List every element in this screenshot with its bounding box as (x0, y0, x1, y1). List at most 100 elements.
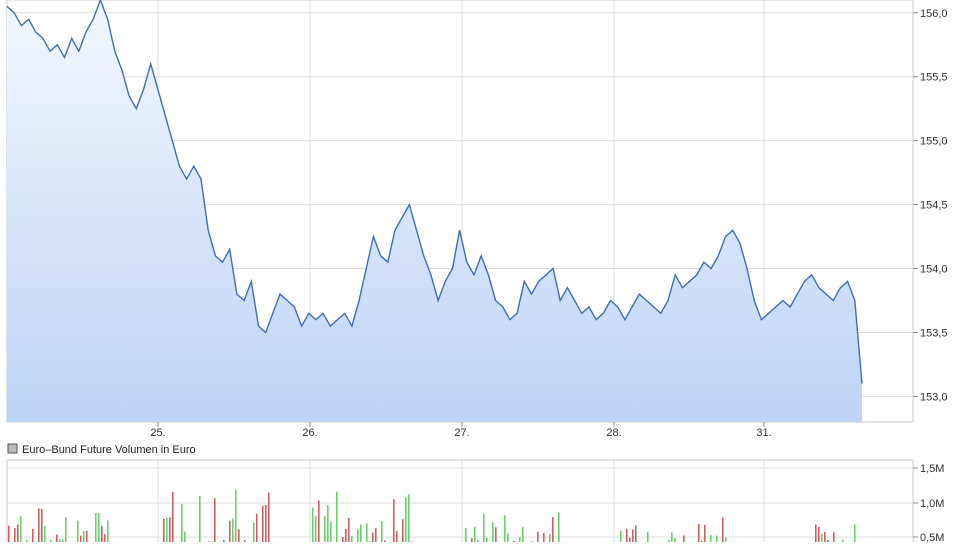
volume-y-ticks: 1,5M1,0M0,5M (913, 463, 944, 542)
price-y-tick-label: 156,0 (920, 8, 948, 20)
volume-bar (722, 518, 724, 542)
volume-bar (312, 508, 314, 542)
volume-bar (256, 514, 258, 542)
price-x-tick-label: 27. (454, 427, 469, 439)
volume-bar (95, 513, 97, 542)
volume-bar (375, 528, 377, 542)
volume-bar (214, 498, 216, 542)
volume-bar (20, 516, 22, 542)
volume-bar (56, 535, 58, 542)
volume-panel: 1,5M1,0M0,5M (7, 460, 944, 542)
volume-bar (80, 536, 82, 542)
volume-bar (107, 520, 109, 542)
volume-bar (366, 523, 368, 542)
volume-y-tick-label: 0,5M (920, 532, 944, 542)
volume-bar (620, 530, 622, 542)
volume-bar (492, 522, 494, 542)
volume-bar (98, 513, 100, 542)
volume-bar (229, 521, 231, 542)
volume-bar (77, 521, 79, 542)
volume-bar (268, 493, 270, 542)
volume-bar (172, 492, 174, 542)
volume-bar (824, 532, 826, 542)
volume-bar (465, 528, 467, 542)
volume-bar (818, 527, 820, 542)
volume-bar (265, 505, 267, 542)
volume-bar (471, 538, 473, 542)
volume-bar (698, 524, 700, 542)
volume-bar (507, 533, 509, 542)
volume-bar (86, 531, 88, 542)
volume-bar (336, 492, 338, 542)
volume-bar (486, 538, 488, 542)
volume-bar (41, 509, 43, 542)
volume-bar (381, 521, 383, 542)
volume-bar (537, 532, 539, 542)
volume-bar (17, 524, 19, 542)
volume-bar (357, 529, 359, 542)
volume-legend-swatch (8, 444, 17, 453)
volume-y-tick-label: 1,5M (920, 463, 944, 475)
volume-bar (8, 526, 10, 542)
price-y-tick-label: 153,5 (920, 327, 948, 339)
volume-bar (495, 527, 497, 542)
volume-bar (674, 538, 676, 542)
volume-bar (519, 537, 521, 542)
volume-bar (671, 532, 673, 542)
volume-bar (402, 519, 404, 542)
volume-plot-frame (7, 460, 913, 542)
volume-bar (504, 515, 506, 542)
price-x-tick-label: 31. (756, 427, 771, 439)
volume-bar (552, 517, 554, 542)
volume-bar (683, 535, 685, 542)
volume-bar (821, 534, 823, 542)
price-x-ticks: 25.26.27.28.31. (150, 422, 771, 439)
volume-bar (626, 529, 628, 542)
volume-bar (65, 517, 67, 542)
price-x-tick-label: 28. (606, 427, 621, 439)
price-y-tick-label: 153,0 (920, 391, 948, 403)
volume-bar (632, 530, 634, 542)
volume-bar (184, 532, 186, 542)
volume-bar (166, 518, 168, 542)
volume-bar (372, 532, 374, 542)
volume-bar (405, 497, 407, 542)
volume-bar (549, 534, 551, 542)
volume-bar (647, 532, 649, 542)
volume-bar (14, 528, 16, 542)
volume-bar (238, 529, 240, 542)
volume-bar (163, 519, 165, 542)
price-x-tick-label: 26. (302, 427, 317, 439)
volume-bar (474, 527, 476, 542)
volume-bar (169, 517, 171, 542)
volume-bar (543, 533, 545, 542)
volume-bar (522, 527, 524, 542)
volume-bar (44, 526, 46, 542)
volume-bar (815, 525, 817, 542)
volume-bar (32, 529, 34, 542)
volume-legend: Euro–Bund Future Volumen in Euro (8, 444, 196, 456)
volume-bar (710, 535, 712, 542)
volume-bar (716, 536, 718, 542)
volume-bar (408, 494, 410, 542)
volume-bar (704, 525, 706, 542)
volume-bar (327, 505, 329, 542)
volume-bar (38, 508, 40, 542)
volume-bar (833, 532, 835, 542)
volume-bar (351, 536, 353, 542)
volume-bar (199, 496, 201, 542)
volume-bar (232, 518, 234, 542)
volume-bar (396, 531, 398, 542)
volume-bar (330, 522, 332, 542)
price-y-tick-label: 155,5 (920, 72, 948, 84)
volume-bar (101, 526, 103, 542)
volume-bar (235, 490, 237, 542)
price-y-tick-label: 155,0 (920, 136, 948, 148)
volume-bar (83, 531, 85, 542)
volume-bar (635, 526, 637, 542)
volume-bar (318, 501, 320, 542)
